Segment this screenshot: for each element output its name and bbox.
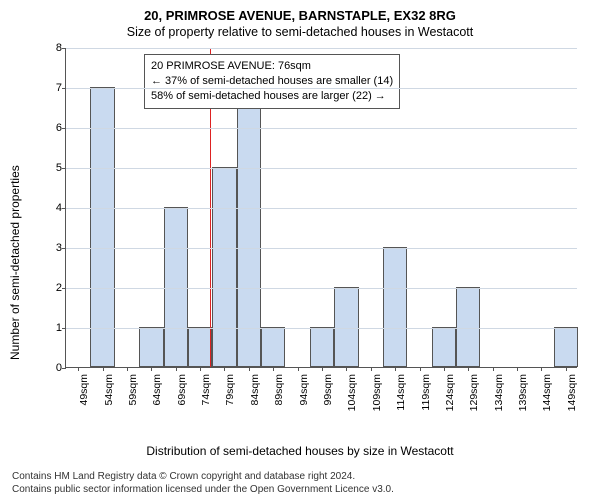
histogram-bar [456, 287, 480, 367]
x-tick-mark [249, 367, 250, 371]
gridline [66, 208, 577, 209]
x-tick-mark [346, 367, 347, 371]
y-tick-mark [62, 128, 66, 129]
y-tick-mark [62, 168, 66, 169]
chart-area: 20 PRIMROSE AVENUE: 76sqm ← 37% of semi-… [55, 48, 585, 418]
gridline [66, 128, 577, 129]
histogram-bar [237, 87, 261, 367]
y-tick-label: 0 [48, 362, 62, 374]
histogram-bar [139, 327, 163, 367]
x-tick-mark [420, 367, 421, 371]
y-tick-label: 3 [48, 242, 62, 254]
x-tick-mark [493, 367, 494, 371]
gridline [66, 288, 577, 289]
histogram-bar [261, 327, 285, 367]
x-tick-label: 124sqm [444, 374, 445, 411]
x-tick-label: 119sqm [420, 374, 421, 411]
plot-area: 20 PRIMROSE AVENUE: 76sqm ← 37% of semi-… [65, 48, 577, 368]
x-tick-mark [200, 367, 201, 371]
histogram-bar [164, 207, 188, 367]
x-tick-label: 49sqm [78, 374, 79, 406]
gridline [66, 248, 577, 249]
histogram-bar [334, 287, 358, 367]
x-tick-label: 129sqm [468, 374, 469, 411]
y-tick-label: 2 [48, 282, 62, 294]
gridline [66, 88, 577, 89]
x-tick-mark [444, 367, 445, 371]
gridline [66, 168, 577, 169]
y-tick-mark [62, 288, 66, 289]
histogram-bar [188, 327, 212, 367]
histogram-bar [90, 87, 114, 367]
x-tick-label: 149sqm [566, 374, 567, 411]
x-tick-label: 104sqm [346, 374, 347, 411]
x-tick-mark [151, 367, 152, 371]
histogram-bar [432, 327, 456, 367]
y-tick-label: 8 [48, 42, 62, 54]
x-tick-mark [371, 367, 372, 371]
x-tick-label: 64sqm [151, 374, 152, 406]
x-tick-mark [103, 367, 104, 371]
y-tick-mark [62, 208, 66, 209]
y-tick-mark [62, 368, 66, 369]
annotation-line2: ← 37% of semi-detached houses are smalle… [151, 74, 393, 89]
x-tick-label: 114sqm [395, 374, 396, 411]
x-tick-label: 144sqm [541, 374, 542, 411]
x-tick-mark [517, 367, 518, 371]
gridline [66, 48, 577, 49]
footer-line2: Contains public sector information licen… [12, 484, 588, 497]
histogram-bar [212, 167, 236, 367]
histogram-bar [554, 327, 578, 367]
x-tick-label: 54sqm [103, 374, 104, 406]
annotation-line3: 58% of semi-detached houses are larger (… [151, 89, 393, 104]
x-tick-mark [273, 367, 274, 371]
y-tick-label: 6 [48, 122, 62, 134]
x-tick-mark [395, 367, 396, 371]
x-tick-mark [322, 367, 323, 371]
x-tick-label: 79sqm [224, 374, 225, 406]
x-tick-label: 69sqm [176, 374, 177, 406]
y-tick-label: 5 [48, 162, 62, 174]
x-tick-mark [176, 367, 177, 371]
y-tick-mark [62, 48, 66, 49]
histogram-bar [383, 247, 407, 367]
x-tick-mark [127, 367, 128, 371]
y-tick-mark [62, 248, 66, 249]
y-tick-label: 4 [48, 202, 62, 214]
footer-line1: Contains HM Land Registry data © Crown c… [12, 471, 588, 484]
histogram-bar [310, 327, 334, 367]
x-tick-label: 74sqm [200, 374, 201, 406]
x-tick-mark [541, 367, 542, 371]
y-tick-mark [62, 328, 66, 329]
x-axis-label: Distribution of semi-detached houses by … [0, 444, 600, 458]
annotation-line1: 20 PRIMROSE AVENUE: 76sqm [151, 59, 393, 74]
chart-title-line1: 20, PRIMROSE AVENUE, BARNSTAPLE, EX32 8R… [0, 0, 600, 23]
x-tick-label: 99sqm [322, 374, 323, 406]
x-tick-label: 84sqm [249, 374, 250, 406]
x-tick-mark [566, 367, 567, 371]
x-tick-label: 94sqm [298, 374, 299, 406]
x-tick-mark [298, 367, 299, 371]
x-tick-label: 139sqm [517, 374, 518, 411]
y-tick-label: 1 [48, 322, 62, 334]
x-tick-mark [224, 367, 225, 371]
footer-attribution: Contains HM Land Registry data © Crown c… [12, 471, 588, 496]
x-tick-label: 59sqm [127, 374, 128, 406]
y-tick-label: 7 [48, 82, 62, 94]
x-tick-mark [468, 367, 469, 371]
x-tick-label: 89sqm [273, 374, 274, 406]
chart-title-line2: Size of property relative to semi-detach… [0, 23, 600, 39]
x-tick-label: 134sqm [493, 374, 494, 411]
x-tick-label: 109sqm [371, 374, 372, 411]
y-axis-label: Number of semi-detached properties [8, 165, 22, 360]
y-tick-mark [62, 88, 66, 89]
annotation-box: 20 PRIMROSE AVENUE: 76sqm ← 37% of semi-… [144, 54, 400, 109]
x-tick-mark [78, 367, 79, 371]
gridline [66, 328, 577, 329]
